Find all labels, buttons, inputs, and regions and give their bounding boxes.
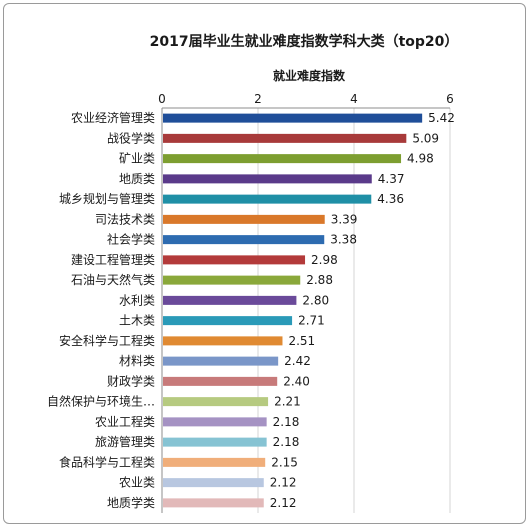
bar [163,417,267,427]
x-tick-label: 2 [254,92,262,106]
value-label: 2.80 [302,293,329,307]
bar [163,457,266,467]
category-label: 战役学类 [107,130,155,145]
bar [163,498,264,508]
bar [163,235,325,245]
category-label: 司法技术类 [95,212,155,226]
category-label: 水利类 [119,293,155,307]
category-label: 农业类 [119,476,155,490]
category-label: 旅游管理类 [95,434,155,449]
category-label: 材料类 [119,354,155,368]
value-label: 2.12 [270,496,297,510]
value-label: 4.36 [377,192,404,206]
value-labels: 5.42 5.09 4.984.37 4.36 3.39 3.38 2.98 2.88 2.80… [270,111,455,510]
category-label: 土木类 [119,314,155,328]
category-label: 社会学类 [107,232,155,247]
bar [163,174,372,184]
bar [163,316,293,326]
gridlines [161,107,451,513]
bar [163,295,297,305]
bar [163,397,269,407]
value-label: 5.09 [412,131,439,145]
category-label: 财政学类 [107,373,155,388]
bar [163,356,279,366]
bar [163,336,283,346]
category-labels: 农业经济管理类战役学类矿业类地质类城乡规划与管理类司法技术类社会学类建设工程管理… [47,110,155,510]
category-label: 地质类 [119,172,155,186]
value-label: 2.18 [273,435,300,449]
category-label: 建设工程管理类 [71,252,155,267]
bar [163,214,325,224]
value-label: 2.18 [273,415,300,429]
value-label: 2.71 [298,314,325,328]
chart-title: 2017届毕业生就业难度指数学科大类（top20） [150,33,459,50]
value-label: 3.38 [330,233,357,247]
value-label: 2.15 [271,455,298,469]
category-label: 自然保护与环境生… [47,394,155,409]
bar [163,255,306,265]
category-label: 矿业类 [119,152,155,166]
x-axis-ticks: 0 2 4 6 [158,92,454,106]
category-label: 石油与天然气类 [71,272,155,287]
value-label: 4.98 [407,152,434,166]
x-axis-title: 就业难度指数 [273,68,346,83]
value-label: 2.98 [311,253,338,267]
value-label: 2.40 [283,374,310,388]
bar [163,133,407,143]
x-tick-label: 6 [446,92,454,106]
value-label: 2.51 [288,334,315,348]
bars [163,113,423,508]
bar [163,376,278,386]
bar [163,275,301,285]
category-label: 城乡规划与管理类 [59,191,155,206]
x-tick-label: 0 [158,92,166,106]
category-label: 食品科学与工程类 [59,454,155,469]
category-label: 地质学类 [107,495,155,510]
bar-chart: 2017届毕业生就业难度指数学科大类（top20） 就业难度指数 0 2 4 6 农业… [47,33,459,513]
value-label: 4.37 [378,172,405,186]
x-tick-label: 4 [350,92,358,106]
value-label: 2.21 [274,395,301,409]
bar [163,154,402,164]
bar [163,113,423,123]
value-label: 5.42 [428,111,455,125]
bar [163,194,372,204]
value-label: 2.12 [270,476,297,490]
category-label: 农业经济管理类 [71,110,155,125]
category-label: 农业工程类 [95,414,155,429]
bar [163,437,267,447]
value-label: 2.88 [306,273,333,287]
value-label: 2.42 [284,354,311,368]
chart-frame: 2017届毕业生就业难度指数学科大类（top20） 就业难度指数 0 2 4 6 农业… [3,3,526,524]
value-label: 3.39 [331,212,358,226]
category-label: 安全科学与工程类 [59,333,155,348]
bar [163,478,264,488]
